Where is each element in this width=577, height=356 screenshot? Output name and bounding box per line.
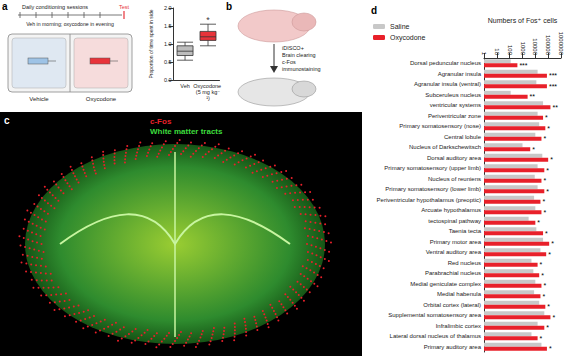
svg-text:Lateral dorsal nucleus of thal: Lateral dorsal nucleus of thalamus (390, 333, 481, 339)
svg-text:*: * (543, 177, 546, 184)
svg-text:0.0: 0.0 (164, 77, 172, 83)
svg-text:Dorsal auditory area: Dorsal auditory area (427, 155, 482, 161)
svg-text:*: * (206, 15, 210, 25)
svg-text:Nucleus of reuniens: Nucleus of reuniens (428, 176, 481, 182)
svg-text:1000: 1000 (520, 42, 526, 56)
svg-text:tectospinal pathway: tectospinal pathway (428, 218, 481, 224)
svg-text:1.5: 1.5 (164, 23, 172, 29)
svg-text:Subceruleus nucleus: Subceruleus nucleus (425, 92, 481, 98)
svg-text:Arcuate hypothalamus: Arcuate hypothalamus (421, 207, 481, 213)
svg-text:Agranular insula (ventral): Agranular insula (ventral) (414, 81, 481, 87)
svg-text:*: * (551, 240, 554, 247)
svg-text:Agranular insula: Agranular insula (438, 71, 482, 77)
svg-text:*: * (546, 324, 549, 331)
svg-text:Periventricular hypothalamus (: Periventricular hypothalamus (preoptic) (377, 197, 481, 203)
svg-text:Parabrachial nucleus: Parabrachial nucleus (425, 270, 481, 276)
svg-text:***: *** (549, 83, 557, 90)
svg-text:1000000: 1000000 (558, 32, 564, 56)
svg-text:Medial geniculate complex: Medial geniculate complex (410, 281, 481, 287)
svg-text:c-Fos: c-Fos (282, 59, 296, 65)
svg-text:Oxycodone: Oxycodone (86, 96, 117, 102)
svg-text:b: b (226, 1, 232, 12)
svg-text:**: ** (530, 93, 536, 100)
svg-text:***: *** (519, 62, 527, 69)
svg-text:Primary somatosensory (lower l: Primary somatosensory (lower limb) (385, 186, 481, 192)
svg-text:1: 1 (481, 52, 487, 56)
svg-text:*: * (552, 314, 555, 321)
svg-text:*: * (550, 156, 553, 163)
svg-text:Supplemental somatosensory are: Supplemental somatosensory area (388, 312, 481, 318)
svg-text:*: * (548, 251, 551, 258)
svg-text:Test: Test (119, 4, 130, 10)
svg-text:Numbers of Fos⁺ cells: Numbers of Fos⁺ cells (488, 17, 558, 24)
svg-text:Taenia tecta: Taenia tecta (449, 228, 482, 234)
svg-text:*: * (532, 146, 535, 153)
svg-text:Primary somatosensory (upper l: Primary somatosensory (upper limb) (384, 165, 481, 171)
svg-text:Nucleus of Darkschewitsch: Nucleus of Darkschewitsch (409, 144, 481, 150)
svg-text:c: c (4, 115, 10, 126)
svg-text:Oxycodone: Oxycodone (193, 83, 223, 89)
svg-text:*: * (543, 282, 546, 289)
svg-text:*: * (546, 188, 549, 195)
svg-text:10000: 10000 (532, 38, 538, 55)
svg-text:a: a (2, 1, 8, 12)
svg-text:*: * (547, 303, 550, 310)
svg-text:Medial habenula: Medial habenula (437, 291, 482, 297)
svg-text:*: * (537, 219, 540, 226)
svg-text:Veh in morning; oxycodone in e: Veh in morning; oxycodone in evening (26, 21, 114, 27)
svg-text:1.0: 1.0 (164, 41, 172, 47)
svg-text:***: *** (549, 72, 557, 79)
svg-text:Saline: Saline (390, 23, 410, 30)
svg-text:*: * (542, 198, 545, 205)
svg-text:*: * (545, 114, 548, 121)
svg-text:*: * (540, 335, 543, 342)
svg-text:ventricular systems: ventricular systems (430, 102, 481, 108)
svg-text:*: * (545, 230, 548, 237)
svg-text:Infralimbic cortex: Infralimbic cortex (436, 323, 481, 329)
svg-text:Orbital cortex (lateral): Orbital cortex (lateral) (423, 302, 481, 308)
svg-text:¹): ¹) (206, 95, 210, 101)
svg-text:immunostaining: immunostaining (282, 66, 321, 72)
svg-text:Ventral auditory area: Ventral auditory area (426, 249, 482, 255)
svg-text:*: * (547, 125, 550, 132)
svg-text:Periventricular zone: Periventricular zone (428, 113, 482, 119)
svg-text:*: * (541, 272, 544, 279)
svg-text:Vehicle: Vehicle (29, 96, 49, 102)
svg-text:*: * (543, 209, 546, 216)
svg-text:Daily conditioning sessions: Daily conditioning sessions (22, 4, 88, 10)
svg-text:Dorsal peduncular nucleus: Dorsal peduncular nucleus (410, 60, 481, 66)
svg-text:*: * (542, 293, 545, 300)
svg-text:Oxycodone: Oxycodone (390, 34, 426, 42)
svg-text:Proportion of time spent in si: Proportion of time spent in side (148, 9, 154, 78)
svg-text:Brain clearing: Brain clearing (282, 52, 316, 58)
svg-text:White matter tracts: White matter tracts (150, 127, 223, 136)
svg-text:*: * (546, 167, 549, 174)
svg-text:c-Fos: c-Fos (150, 117, 172, 126)
svg-text:10: 10 (494, 48, 500, 55)
svg-text:Primary auditory area: Primary auditory area (424, 344, 482, 350)
svg-text:Primary somatosensory (nose): Primary somatosensory (nose) (399, 123, 481, 129)
svg-text:*: * (549, 345, 552, 352)
svg-text:iDISCO+: iDISCO+ (282, 45, 304, 51)
svg-text:100: 100 (507, 45, 513, 56)
svg-text:Red nucleus: Red nucleus (448, 260, 481, 266)
svg-text:(5 mg kg⁻: (5 mg kg⁻ (195, 89, 221, 95)
svg-text:Central lobule: Central lobule (444, 134, 482, 140)
svg-text:100000: 100000 (545, 35, 551, 56)
svg-text:2.0: 2.0 (164, 5, 172, 11)
svg-text:Primary motor area: Primary motor area (430, 239, 482, 245)
svg-text:0.5: 0.5 (164, 59, 172, 65)
svg-text:*: * (540, 261, 543, 268)
svg-text:d: d (371, 5, 377, 16)
svg-text:*: * (543, 135, 546, 142)
svg-text:**: ** (552, 104, 558, 111)
svg-text:Veh: Veh (180, 83, 189, 89)
